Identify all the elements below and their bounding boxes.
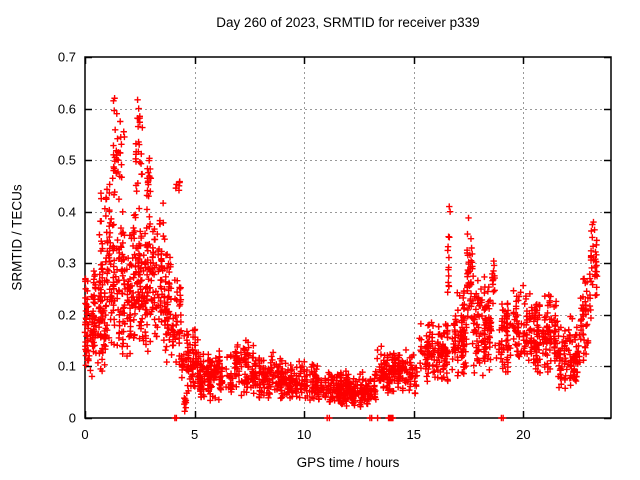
- x-tick-label: 20: [516, 427, 531, 442]
- y-tick-label: 0: [68, 410, 76, 426]
- x-tick-label: 5: [190, 427, 199, 442]
- x-tick-label: 15: [406, 427, 421, 442]
- chart-title: Day 260 of 2023, SRMTID for receiver p33…: [216, 15, 480, 30]
- y-tick-label: 0.3: [57, 255, 76, 271]
- y-tick-label: 0.4: [57, 204, 76, 220]
- x-tick-label: 0: [81, 427, 89, 442]
- y-tick-label: 0.5: [57, 152, 76, 168]
- y-tick-label: 0.2: [57, 307, 76, 323]
- y-tick-label: 0.7: [57, 49, 76, 65]
- y-tick-label: 0.6: [57, 101, 76, 117]
- y-tick-label: 0.1: [57, 358, 76, 374]
- y-axis-label: SRMTID / TECUs: [9, 184, 25, 291]
- x-tick-label: 10: [296, 427, 312, 442]
- x-axis-label: GPS time / hours: [296, 455, 400, 470]
